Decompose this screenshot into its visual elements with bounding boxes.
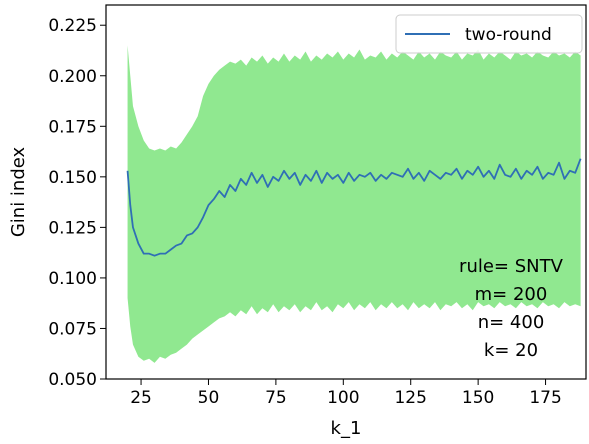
x-tick-label: 125 [394,388,426,408]
series-line-two-round [126,158,582,257]
legend-label-two-round: two-round [465,25,552,45]
y-tick-label: 0.125 [48,218,97,238]
x-axis-label: k_1 [331,418,362,439]
x-tick-label: 150 [462,388,494,408]
y-tick-label: 0.075 [48,319,97,339]
annotation-k: k= 20 [484,340,538,361]
x-tick-label: 175 [529,388,561,408]
y-axis-ticks: 0.050 0.075 0.100 0.125 0.150 0.175 0.200 0.225 [48,16,106,390]
plot-frame [105,4,587,380]
y-tick-label: 0.175 [48,117,97,137]
x-tick-label: 50 [198,388,220,408]
series-line-layer [126,158,582,257]
y-tick-label: 0.225 [48,16,97,36]
y-tick-label: 0.150 [48,168,97,188]
y-tick-label: 0.100 [48,269,97,289]
legend: two-round [395,14,583,54]
parameter-annotations: rule= SNTV m= 200 n= 400 k= 20 [459,256,564,361]
x-tick-label: 25 [130,388,152,408]
annotation-m: m= 200 [475,284,548,305]
x-tick-label: 100 [327,388,359,408]
confidence-band [127,45,581,363]
x-axis-ticks: 25 50 75 100 125 150 175 [130,379,562,408]
y-tick-label: 0.050 [48,370,97,390]
y-tick-label: 0.200 [48,67,97,87]
confidence-band-layer [127,45,581,363]
y-axis-label: Gini index [8,146,29,237]
annotation-rule: rule= SNTV [459,256,564,277]
x-tick-label: 75 [265,388,287,408]
legend-box [395,14,583,54]
annotation-n: n= 400 [478,312,545,333]
